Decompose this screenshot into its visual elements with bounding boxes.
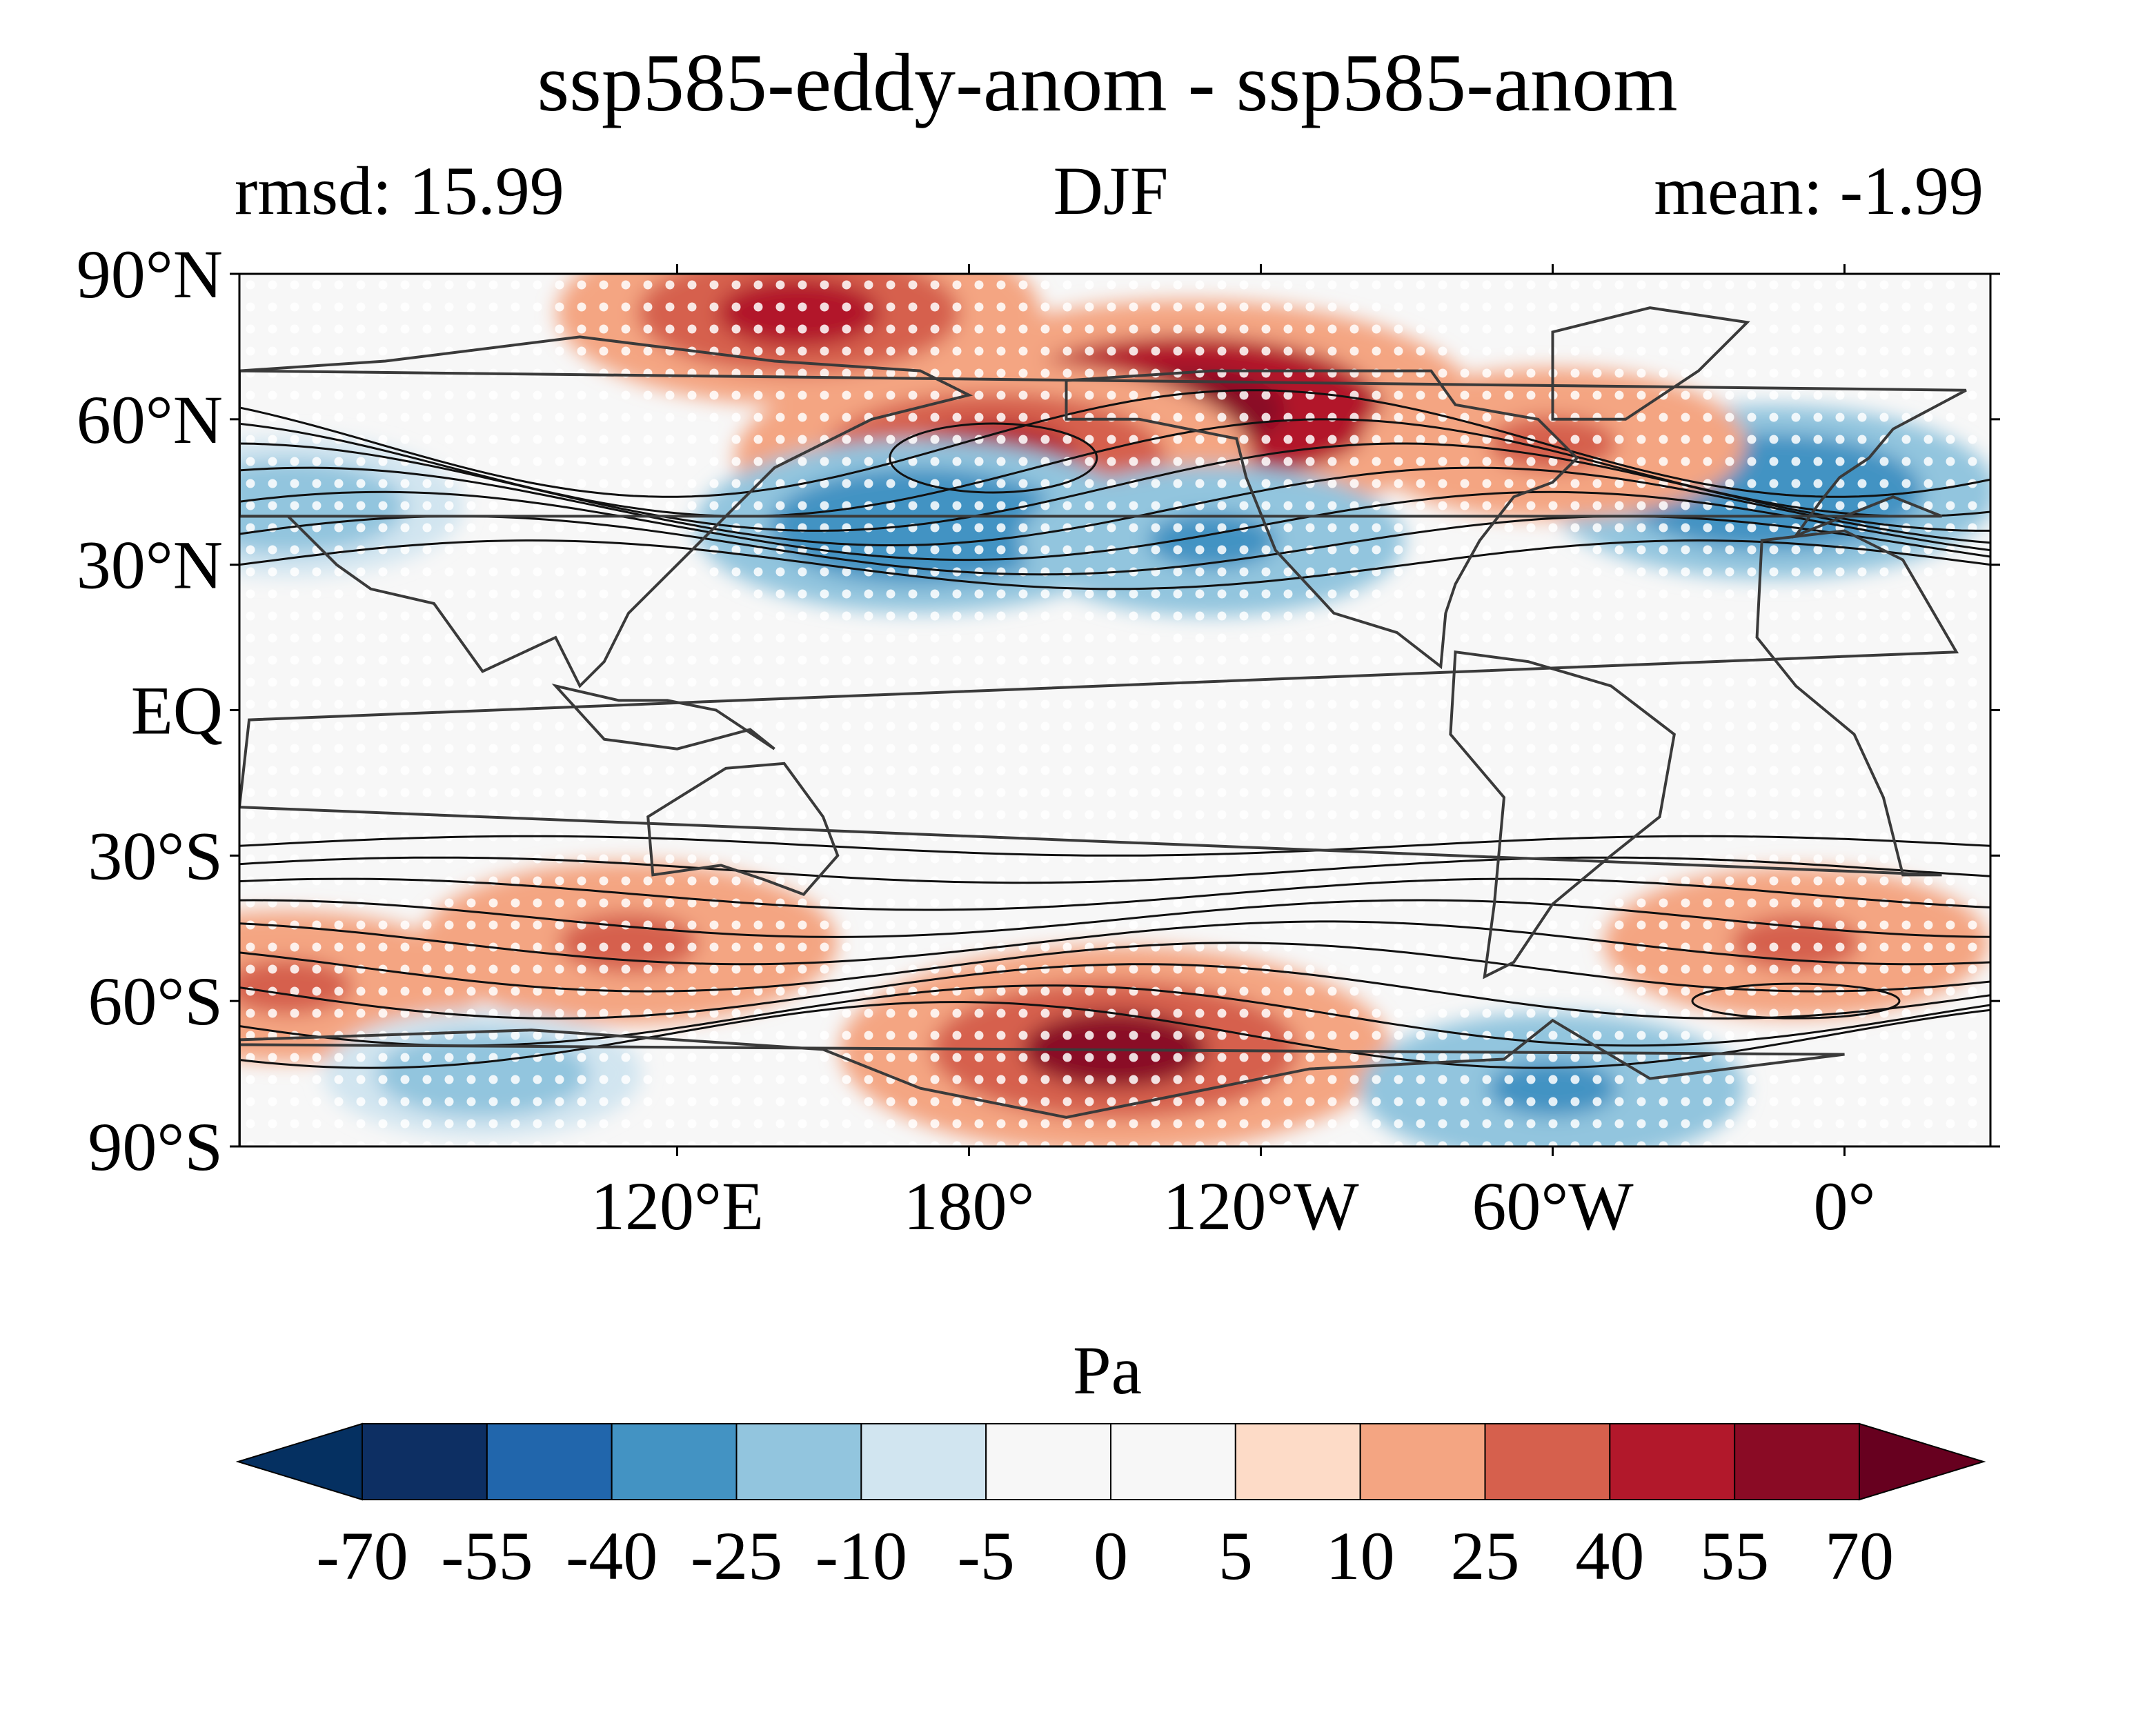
coast-indonesia	[551, 684, 775, 750]
colorbar-swatch	[1359, 1423, 1486, 1500]
colorbar-tick-label: -55	[441, 1518, 533, 1594]
sh-contour	[239, 920, 1990, 966]
map-title: ssp585-eddy-anom - ssp585-anom	[537, 37, 1677, 128]
coast-antarctica	[239, 1018, 1845, 1146]
coast-europe	[239, 369, 1967, 539]
colorbar-ticks: -70 -55 -40 -25 -10 -5 0 5 10 25 40 55 70	[316, 1518, 1894, 1594]
colorbar-swatches	[235, 1422, 1986, 1501]
colorbar-tick-label: -70	[316, 1518, 408, 1594]
colorbar-tick-label: -10	[815, 1518, 907, 1594]
nh-contour	[239, 490, 1990, 561]
colorbar-tick-label: 70	[1825, 1518, 1894, 1594]
lon-tick-label: 120°E	[591, 1168, 764, 1244]
lat-tick-label: 60°N	[77, 381, 223, 458]
season-label: DJF	[1054, 152, 1169, 229]
colorbar-swatch	[860, 1423, 987, 1500]
colorbar-tick-label: -25	[691, 1518, 782, 1594]
colorbar-extend-high	[1859, 1422, 1986, 1501]
coast-australia	[646, 762, 840, 896]
coast-south-america	[1449, 650, 1676, 980]
sh-contour	[239, 835, 1990, 857]
colorbar-tick-label: 55	[1700, 1518, 1769, 1594]
colorbar-swatch	[611, 1423, 738, 1500]
coast-north-america	[1065, 369, 1579, 670]
colorbar-swatch	[735, 1423, 862, 1500]
lon-tick-label: 60°W	[1472, 1168, 1634, 1244]
lat-tick-label: 30°N	[77, 527, 223, 604]
colorbar-swatch	[1234, 1423, 1361, 1500]
lat-tick-label: 90°N	[77, 236, 223, 312]
colorbar-tick-label: -40	[566, 1518, 657, 1594]
colorbar-swatch	[1734, 1423, 1861, 1500]
sh-contour	[239, 877, 1990, 911]
sh-contour	[239, 1001, 1990, 1069]
colorbar-tick-label: 40	[1575, 1518, 1644, 1594]
lon-tick-label: 0°	[1814, 1168, 1876, 1244]
rmsd-label: rmsd: 15.99	[235, 152, 564, 229]
coast-africa	[239, 529, 1959, 877]
lat-axis: 90°N 60°N 30°N EQ 30°S 60°S 90°S	[77, 236, 2000, 1185]
colorbar-tick-label: 0	[1094, 1518, 1128, 1594]
sh-contour	[239, 899, 1990, 938]
colorbar-swatch	[362, 1423, 488, 1500]
nh-contour	[239, 539, 1990, 590]
sh-contour	[239, 984, 1990, 1047]
lat-tick-label: 90°S	[88, 1108, 223, 1185]
lat-tick-label: 60°S	[88, 963, 223, 1040]
colorbar-tick-label: 10	[1326, 1518, 1395, 1594]
closed-contour	[889, 422, 1098, 494]
lon-axis: 120°E 180° 120°W 60°W 0°	[591, 264, 1876, 1244]
colorbar-extend-low	[235, 1422, 363, 1501]
sh-contour	[239, 856, 1990, 884]
colorbar-tick-label: 25	[1451, 1518, 1520, 1594]
colorbar-swatch	[1609, 1423, 1736, 1500]
colorbar-swatch	[1484, 1423, 1611, 1500]
lat-tick-label: EQ	[131, 673, 223, 749]
mean-label: mean: -1.99	[1654, 152, 1984, 229]
coastlines	[239, 306, 1967, 1146]
colorbar-tick-label: -5	[958, 1518, 1015, 1594]
colorbar-tick-label: 5	[1218, 1518, 1253, 1594]
lon-tick-label: 180°	[904, 1168, 1035, 1244]
nh-contour	[239, 418, 1990, 517]
contour-lines	[239, 389, 1990, 1069]
coast-greenland	[1551, 306, 1750, 421]
closed-contour	[1691, 982, 1901, 1020]
colorbar-swatch	[1110, 1423, 1236, 1500]
coast-eurasia	[239, 335, 973, 688]
colorbar-swatch	[985, 1423, 1111, 1500]
colorbar: Pa -70 -55 -40 -25 -10 -5 0 5 10 25 40 55 70	[235, 1332, 1986, 1594]
sh-contour	[239, 942, 1990, 993]
nh-contour	[239, 515, 1990, 576]
colorbar-swatch	[486, 1423, 613, 1500]
nh-contour	[239, 466, 1990, 546]
lat-tick-label: 30°S	[88, 817, 223, 894]
sh-contour	[239, 963, 1990, 1020]
lon-tick-label: 120°W	[1163, 1168, 1359, 1244]
nh-contour	[239, 389, 1990, 498]
colorbar-label: Pa	[1073, 1332, 1142, 1409]
